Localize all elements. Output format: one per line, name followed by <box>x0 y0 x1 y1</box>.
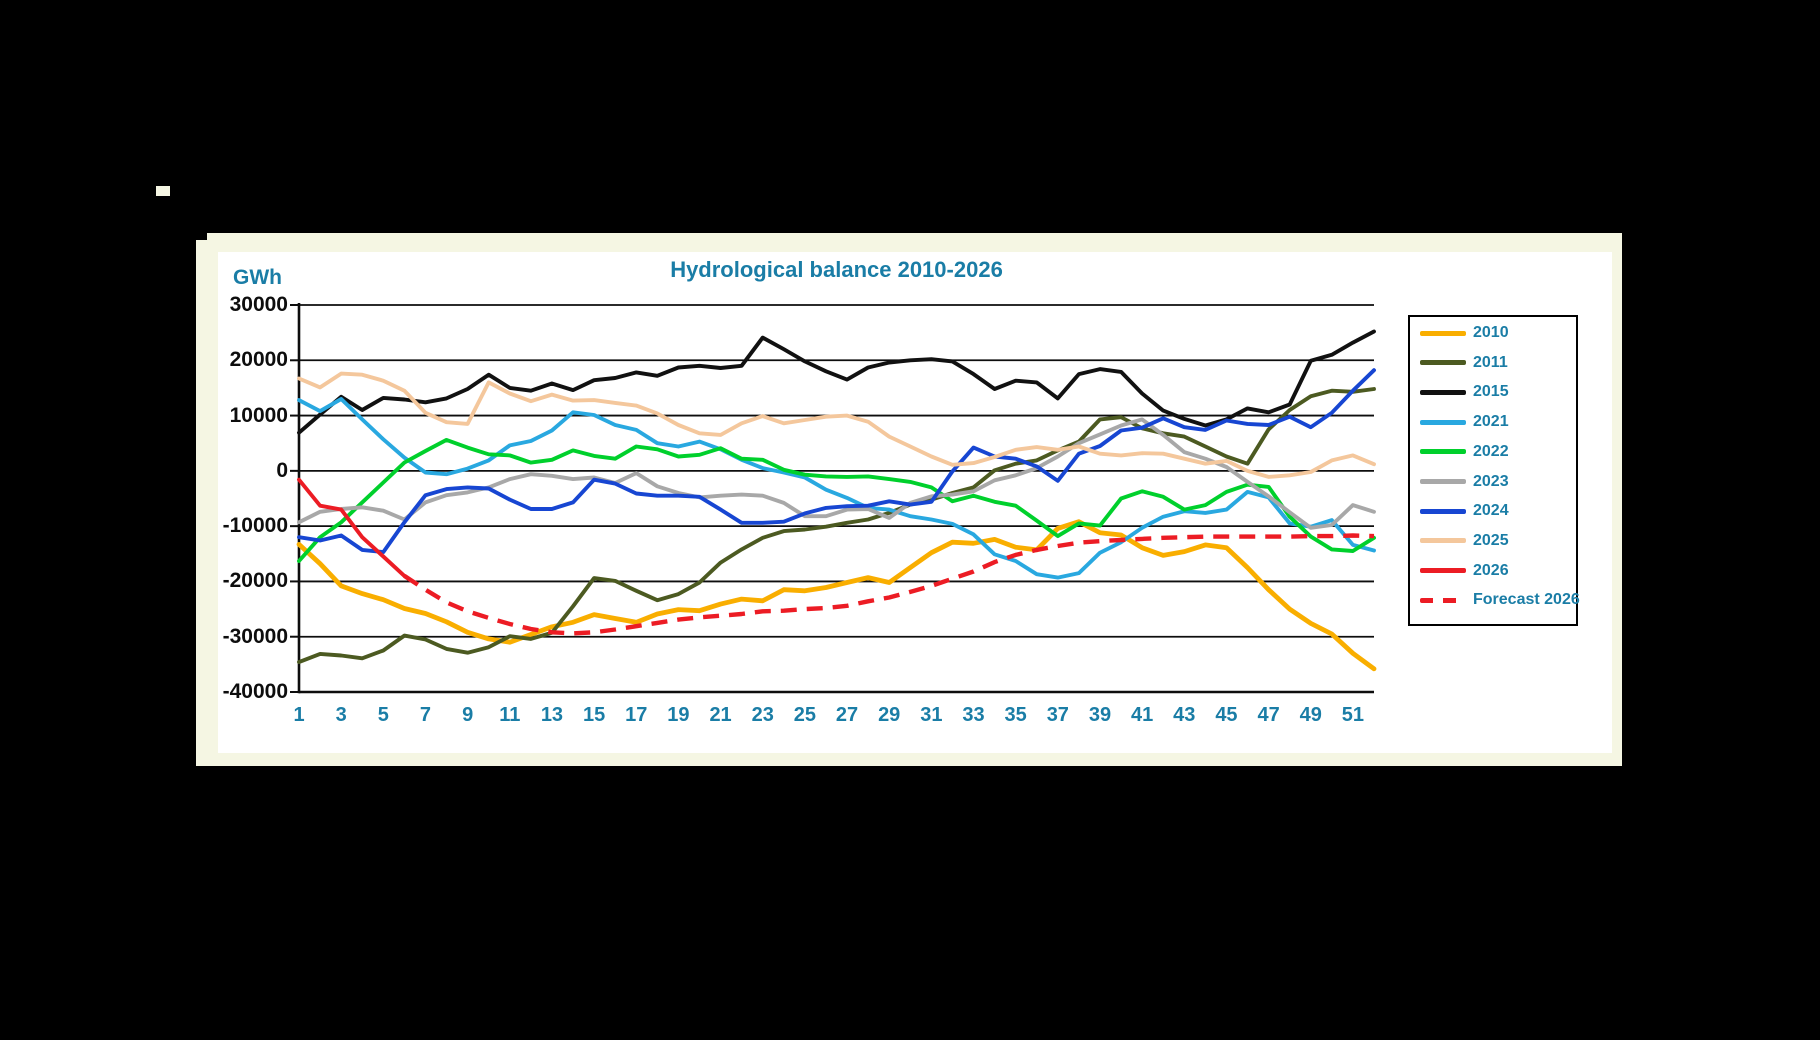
x-tick-label: 37 <box>1046 704 1069 726</box>
legend-label: 2026 <box>1473 561 1509 579</box>
x-tick-label: 41 <box>1131 704 1154 726</box>
legend-item-2026: 2026 <box>1420 561 1509 579</box>
x-tick-label: 15 <box>582 704 606 726</box>
x-tick-label: 35 <box>1004 704 1027 726</box>
x-tick-label: 11 <box>499 704 521 726</box>
x-tick-label: 27 <box>835 704 859 726</box>
legend-label: 2021 <box>1473 413 1509 431</box>
x-tick-label: 31 <box>920 704 943 726</box>
legend-swatch-forecast-2026 <box>1420 597 1466 603</box>
y-tick-label: -20000 <box>222 569 288 593</box>
legend-swatch-2024 <box>1420 508 1466 514</box>
legend-label: 2011 <box>1473 353 1508 371</box>
x-tick-label: 21 <box>709 704 732 726</box>
x-tick-label: 33 <box>962 704 985 726</box>
x-tick-label: 1 <box>293 704 305 726</box>
x-tick-label: 39 <box>1088 704 1112 726</box>
legend-swatch-2011 <box>1420 360 1466 366</box>
legend-swatch-2010 <box>1420 330 1466 336</box>
legend-item-2021: 2021 <box>1420 413 1509 431</box>
legend-swatch-2021 <box>1420 419 1466 425</box>
x-tick-label: 47 <box>1257 704 1280 726</box>
x-tick-label: 51 <box>1341 704 1365 726</box>
legend-label: 2024 <box>1473 502 1509 520</box>
legend-swatch-2026 <box>1420 568 1466 574</box>
x-tick-label: 13 <box>540 704 564 726</box>
legend-item-2015: 2015 <box>1420 383 1509 401</box>
x-tick-label: 19 <box>667 704 690 726</box>
x-tick-label: 23 <box>751 704 774 726</box>
legend-swatch-2015 <box>1420 389 1466 395</box>
legend-item-2025: 2025 <box>1420 531 1509 549</box>
y-tick-label: 10000 <box>229 403 288 427</box>
x-tick-label: 45 <box>1215 704 1238 726</box>
legend-label: 2015 <box>1473 383 1509 401</box>
x-tick-label: 25 <box>793 704 816 726</box>
y-tick-label: 0 <box>276 458 288 482</box>
legend-item-2011: 2011 <box>1420 353 1508 371</box>
legend: 2010 2011 2015 2021 2022 2023 2024 2025 2026 Fore… <box>1408 315 1580 626</box>
legend-label: 2025 <box>1473 531 1509 549</box>
legend-label: 2022 <box>1473 442 1509 460</box>
y-tick-label: -40000 <box>222 680 288 703</box>
legend-item-2024: 2024 <box>1420 502 1509 520</box>
legend-item-2022: 2022 <box>1420 442 1509 460</box>
chart-panel-edge-step <box>207 233 1622 243</box>
legend-swatch-2022 <box>1420 449 1466 455</box>
x-tick-label: 43 <box>1173 704 1196 726</box>
x-tick-label: 17 <box>625 704 648 726</box>
x-tick-label: 3 <box>335 704 347 726</box>
y-tick-label: 20000 <box>229 348 288 372</box>
y-tick-label: -30000 <box>222 624 288 648</box>
x-tick-label: 9 <box>462 704 474 726</box>
legend-item-2023: 2023 <box>1420 472 1509 490</box>
chart-card <box>218 252 1612 753</box>
x-tick-label: 7 <box>419 704 432 726</box>
legend-swatch-2025 <box>1420 538 1466 544</box>
legend-label: Forecast 2026 <box>1473 591 1580 609</box>
legend-item-forecast-2026: Forecast 2026 <box>1420 591 1580 609</box>
panel-corner-artifact <box>156 186 170 196</box>
y-tick-label: 30000 <box>229 293 288 316</box>
y-tick-label: -10000 <box>222 514 288 538</box>
legend-label: 2010 <box>1473 324 1509 341</box>
x-tick-label: 5 <box>377 704 389 726</box>
y-axis-unit-label: GWh <box>233 266 282 289</box>
legend-label: 2023 <box>1473 472 1509 490</box>
x-tick-label: 29 <box>878 704 901 726</box>
chart-title: Hydrological balance 2010-2026 <box>670 257 1003 282</box>
legend-item-2010: 2010 <box>1420 324 1509 341</box>
legend-swatch-2023 <box>1420 479 1466 484</box>
x-tick-label: 49 <box>1299 704 1322 726</box>
